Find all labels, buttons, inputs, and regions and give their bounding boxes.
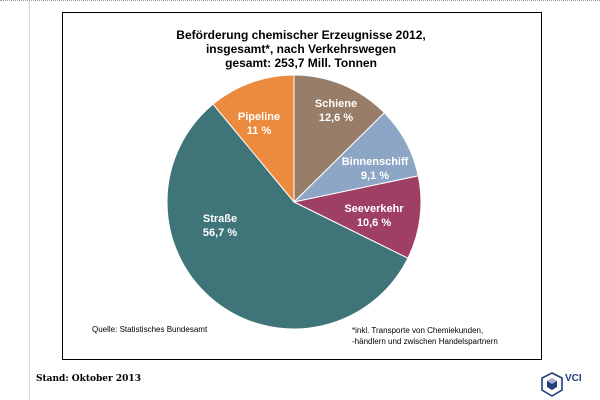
slice-label-name-schiene: Schiene [315, 98, 357, 110]
vci-hexagon-logo [540, 370, 598, 400]
chart-title-line-1: Beförderung chemischer Erzeugnisse 2012, [176, 28, 426, 42]
top-dotted-rule [0, 0, 600, 4]
slice-label-name-seeverkehr: Seeverkehr [344, 203, 404, 215]
slice-label-name-pipeline: Pipeline [238, 111, 280, 123]
footnote: *inkl. Transporte von Chemiekunden, -hän… [352, 325, 498, 347]
pie-slice-stra-e [166, 103, 409, 330]
slice-label-name-stra-e: Straße [203, 213, 237, 225]
slice-label-value-pipeline: 11 % [247, 125, 272, 137]
slice-label-value-binnenschiff: 9,1 % [361, 170, 389, 182]
pie-slice-pipeline [212, 74, 295, 204]
slice-label-value-seeverkehr: 10,6 % [357, 217, 391, 229]
chart-title-line-3: gesamt: 253,7 Mill. Tonnen [225, 56, 377, 70]
source-note: Quelle: Statistisches Bundesamt [92, 325, 208, 334]
stand-date: Stand: Oktober 2013 [36, 374, 141, 384]
chart-title: Beförderung chemischer Erzeugnisse 2012,… [60, 28, 542, 70]
vci-logo-text: VCI [565, 373, 582, 384]
footnote-line-1: *inkl. Transporte von Chemiekunden, [352, 326, 484, 335]
slice-label-value-stra-e: 56,7 % [203, 227, 237, 239]
pie-slice-schiene [293, 74, 386, 204]
chart-title-line-2: insgesamt*, nach Verkehrswegen [205, 42, 397, 56]
left-dotted-rule [29, 0, 30, 400]
pie-slice-seeverkehr [292, 175, 422, 259]
slice-label-value-schiene: 12,6 % [319, 112, 353, 124]
footnote-line-2: -händlern und zwischen Handelspartnern [352, 337, 498, 346]
slice-label-name-binnenschiff: Binnenschiff [342, 156, 409, 168]
